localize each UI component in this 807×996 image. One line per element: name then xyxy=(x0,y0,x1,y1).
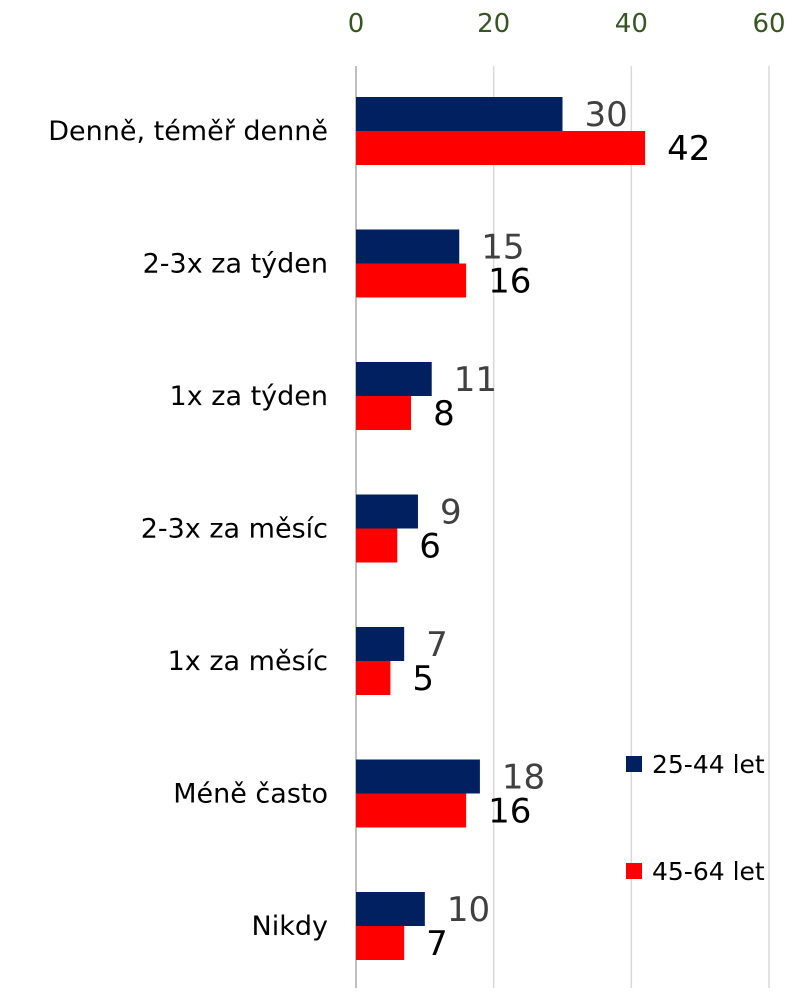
x-tick-label: 60 xyxy=(752,9,785,39)
bar-series-b xyxy=(356,131,646,165)
value-label: 11 xyxy=(454,360,497,400)
value-label: 42 xyxy=(667,129,710,169)
legend: 25-44 let 45-64 let xyxy=(626,750,765,886)
category-label: Denně, téměř denně xyxy=(48,116,328,147)
value-label: 16 xyxy=(488,262,531,302)
bar-series-a xyxy=(356,892,425,926)
bar-series-b xyxy=(356,396,412,430)
legend-label: 45-64 let xyxy=(652,857,765,886)
bar-series-b xyxy=(356,793,467,828)
bar-series-b xyxy=(356,263,467,298)
value-label: 9 xyxy=(440,493,462,533)
category-label: 2-3x za měsíc xyxy=(141,514,328,545)
bar-series-a xyxy=(356,229,460,264)
bar-series-a xyxy=(356,97,563,131)
value-label: 30 xyxy=(585,95,628,135)
bar-series-a xyxy=(356,759,480,794)
bar-series-a xyxy=(356,362,432,396)
bars xyxy=(356,97,646,960)
bar-series-b xyxy=(356,661,391,695)
category-label: 1x za měsíc xyxy=(168,646,328,677)
category-labels: Denně, téměř denně 2-3x za týden 1x za týd… xyxy=(48,116,328,942)
value-label: 18 xyxy=(502,758,545,798)
x-tick-label: 20 xyxy=(477,9,510,39)
value-label: 10 xyxy=(447,890,490,930)
legend-swatch xyxy=(626,756,642,772)
bar-series-a xyxy=(356,627,405,661)
x-tick-label: 0 xyxy=(348,9,365,39)
value-label: 6 xyxy=(419,527,441,567)
value-label: 5 xyxy=(412,659,434,699)
legend-swatch xyxy=(626,863,642,879)
bar-series-b xyxy=(356,528,398,563)
x-axis-ticks: 0 20 40 60 xyxy=(348,9,786,39)
value-label: 8 xyxy=(433,394,455,434)
category-label: 1x za týden xyxy=(170,381,328,412)
bar-series-b xyxy=(356,926,405,960)
category-label: 2-3x za týden xyxy=(143,249,328,280)
value-label: 15 xyxy=(481,228,524,268)
value-label: 16 xyxy=(488,792,531,832)
bar-series-a xyxy=(356,494,418,529)
category-label: Nikdy xyxy=(252,911,328,942)
x-tick-label: 40 xyxy=(615,9,648,39)
legend-label: 25-44 let xyxy=(652,750,765,779)
value-label: 7 xyxy=(426,625,448,665)
category-label: Méně často xyxy=(173,779,328,810)
value-label: 7 xyxy=(426,924,448,964)
